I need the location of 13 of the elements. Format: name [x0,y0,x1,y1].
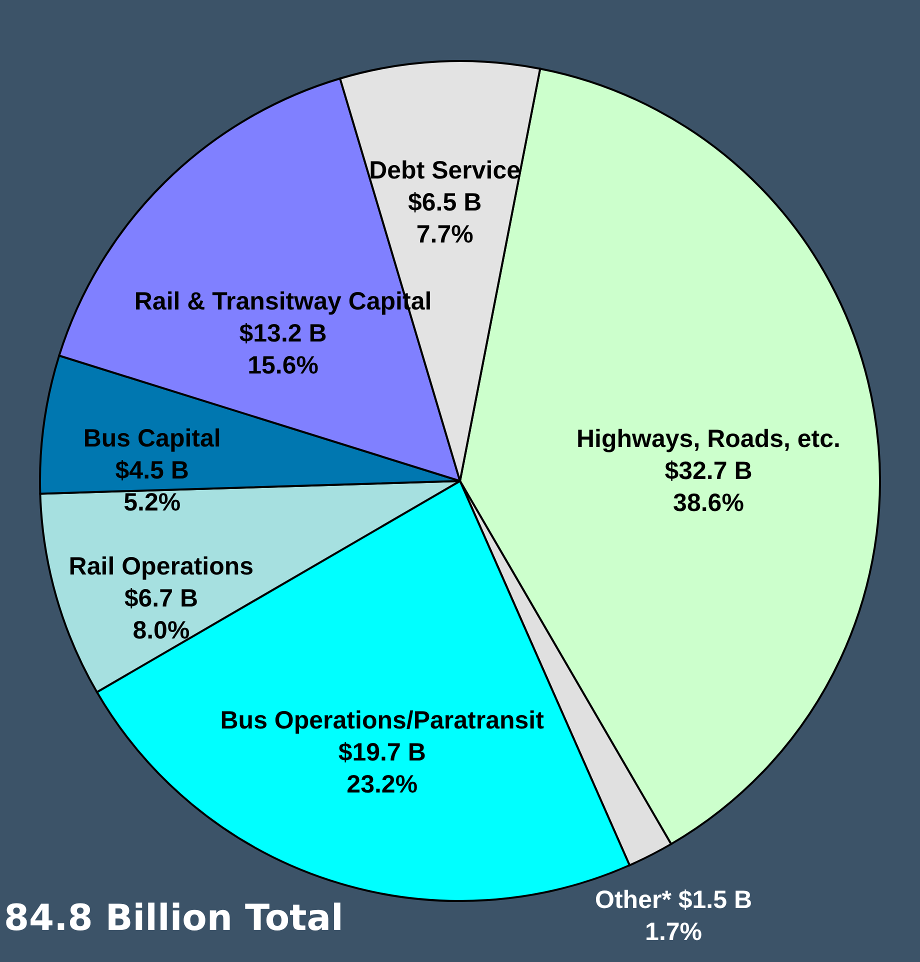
data-label: $32.7 B 38.6% [664,457,752,518]
data-label: $4.5 B 5.2% [115,456,189,517]
data-label: $6.5 B 7.7% [408,188,482,249]
slice-label: Bus Operations/Paratransit [220,706,545,735]
slice-label: Other* $1.5 B 1.7% [595,886,752,946]
slice-label: Rail Operations [68,552,254,580]
data-label: $6.7 B 8.0% [124,584,198,644]
data-label: $19.7 B 23.2% [338,738,426,799]
text: 84.8 Billion Total [4,898,344,939]
slice-label: Debt Service [369,156,521,185]
data-label: $13.2 B 15.6% [239,320,327,380]
slice-label: Highways, Roads, etc. [576,425,840,454]
slice-label: Bus Capital [83,424,221,453]
